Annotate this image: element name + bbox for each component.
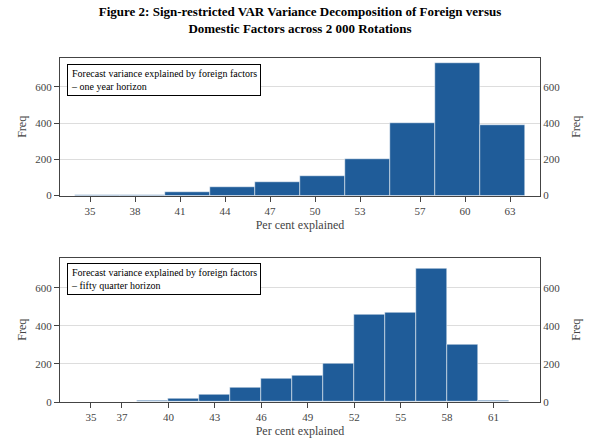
- svg-text:55: 55: [395, 411, 407, 423]
- svg-text:49: 49: [302, 411, 314, 423]
- svg-text:Freq: Freq: [569, 116, 583, 138]
- svg-text:600: 600: [543, 81, 560, 93]
- svg-text:60: 60: [460, 205, 472, 217]
- svg-text:600: 600: [35, 282, 52, 294]
- svg-text:400: 400: [543, 117, 560, 129]
- svg-text:0: 0: [46, 189, 52, 201]
- svg-text:200: 200: [35, 153, 52, 165]
- svg-text:Forecast variance explained by: Forecast variance explained by foreign f…: [71, 267, 257, 291]
- svg-text:35: 35: [85, 205, 97, 217]
- svg-text:37: 37: [116, 411, 128, 423]
- svg-text:Freq: Freq: [569, 319, 583, 341]
- svg-text:43: 43: [209, 411, 221, 423]
- svg-text:63: 63: [505, 205, 517, 217]
- svg-text:Per cent explained: Per cent explained: [256, 424, 345, 438]
- svg-text:40: 40: [163, 411, 175, 423]
- svg-text:38: 38: [130, 205, 142, 217]
- svg-text:61: 61: [488, 411, 499, 423]
- svg-text:Per cent explained: Per cent explained: [256, 218, 345, 232]
- svg-text:47: 47: [265, 205, 277, 217]
- svg-text:50: 50: [310, 205, 322, 217]
- svg-text:35: 35: [85, 411, 97, 423]
- svg-text:200: 200: [35, 358, 52, 370]
- svg-text:41: 41: [175, 205, 186, 217]
- svg-text:57: 57: [415, 205, 427, 217]
- svg-text:Freq: Freq: [15, 319, 29, 341]
- svg-text:Freq: Freq: [15, 116, 29, 138]
- svg-text:44: 44: [220, 205, 232, 217]
- svg-text:58: 58: [442, 411, 454, 423]
- svg-text:200: 200: [543, 153, 560, 165]
- svg-text:0: 0: [543, 189, 549, 201]
- svg-text:0: 0: [46, 396, 52, 408]
- svg-text:600: 600: [35, 81, 52, 93]
- svg-text:46: 46: [256, 411, 268, 423]
- svg-text:200: 200: [543, 358, 560, 370]
- svg-text:Forecast variance explained by: Forecast variance explained by foreign f…: [71, 68, 257, 92]
- svg-text:52: 52: [349, 411, 360, 423]
- svg-text:0: 0: [543, 396, 549, 408]
- svg-text:Figure 2: Sign-restricted VAR: Figure 2: Sign-restricted VAR Variance D…: [99, 4, 502, 36]
- svg-text:400: 400: [543, 320, 560, 332]
- svg-text:600: 600: [543, 282, 560, 294]
- svg-text:400: 400: [35, 320, 52, 332]
- svg-text:400: 400: [35, 117, 52, 129]
- svg-text:53: 53: [355, 205, 367, 217]
